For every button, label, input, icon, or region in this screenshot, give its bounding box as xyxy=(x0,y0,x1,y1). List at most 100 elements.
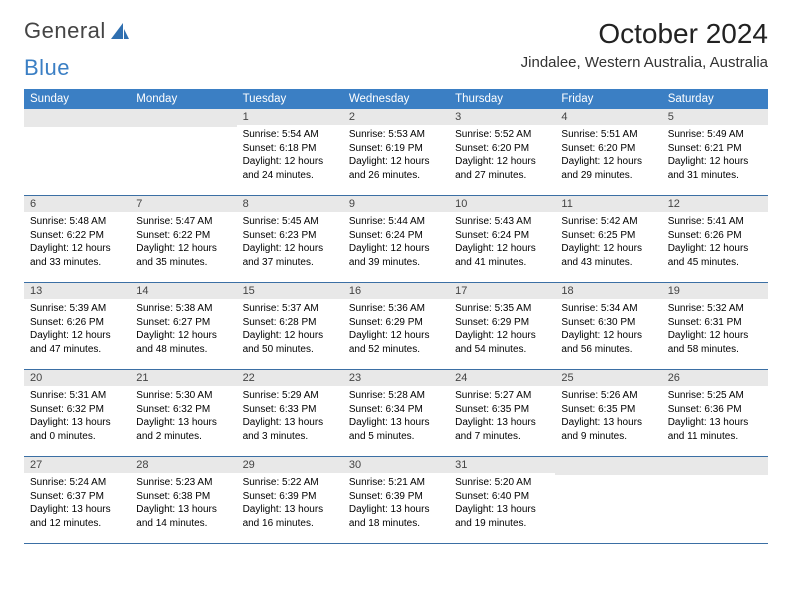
daylight-line-1: Daylight: 13 hours xyxy=(668,416,762,430)
sunrise-line: Sunrise: 5:39 AM xyxy=(30,302,124,316)
sunset-line: Sunset: 6:27 PM xyxy=(136,316,230,330)
daylight-line-2: and 11 minutes. xyxy=(668,430,762,444)
daylight-line-1: Daylight: 12 hours xyxy=(668,155,762,169)
daylight-line-2: and 45 minutes. xyxy=(668,256,762,270)
weekday-header: Tuesday xyxy=(237,89,343,109)
sunset-line: Sunset: 6:24 PM xyxy=(349,229,443,243)
sunrise-line: Sunrise: 5:37 AM xyxy=(243,302,337,316)
sunrise-line: Sunrise: 5:51 AM xyxy=(561,128,655,142)
day-cell: 16Sunrise: 5:36 AMSunset: 6:29 PMDayligh… xyxy=(343,283,449,369)
day-body: Sunrise: 5:24 AMSunset: 6:37 PMDaylight:… xyxy=(24,473,130,536)
daylight-line-1: Daylight: 13 hours xyxy=(136,416,230,430)
month-title: October 2024 xyxy=(521,18,768,50)
day-cell: 14Sunrise: 5:38 AMSunset: 6:27 PMDayligh… xyxy=(130,283,236,369)
day-body: Sunrise: 5:44 AMSunset: 6:24 PMDaylight:… xyxy=(343,212,449,275)
calendar: SundayMondayTuesdayWednesdayThursdayFrid… xyxy=(24,89,768,544)
sunset-line: Sunset: 6:31 PM xyxy=(668,316,762,330)
sunset-line: Sunset: 6:39 PM xyxy=(243,490,337,504)
logo-sail-icon xyxy=(109,21,131,41)
day-cell: 10Sunrise: 5:43 AMSunset: 6:24 PMDayligh… xyxy=(449,196,555,282)
day-number: 25 xyxy=(555,370,661,386)
day-number: 21 xyxy=(130,370,236,386)
daylight-line-2: and 43 minutes. xyxy=(561,256,655,270)
weekday-header: Monday xyxy=(130,89,236,109)
day-body: Sunrise: 5:53 AMSunset: 6:19 PMDaylight:… xyxy=(343,125,449,188)
title-block: October 2024 Jindalee, Western Australia… xyxy=(521,18,768,71)
day-cell: 8Sunrise: 5:45 AMSunset: 6:23 PMDaylight… xyxy=(237,196,343,282)
day-number: 26 xyxy=(662,370,768,386)
daylight-line-1: Daylight: 12 hours xyxy=(668,242,762,256)
day-body: Sunrise: 5:38 AMSunset: 6:27 PMDaylight:… xyxy=(130,299,236,362)
day-number: 7 xyxy=(130,196,236,212)
daylight-line-2: and 39 minutes. xyxy=(349,256,443,270)
day-number: 9 xyxy=(343,196,449,212)
day-number: 17 xyxy=(449,283,555,299)
day-cell: 11Sunrise: 5:42 AMSunset: 6:25 PMDayligh… xyxy=(555,196,661,282)
day-body: Sunrise: 5:43 AMSunset: 6:24 PMDaylight:… xyxy=(449,212,555,275)
daylight-line-2: and 47 minutes. xyxy=(30,343,124,357)
daylight-line-2: and 52 minutes. xyxy=(349,343,443,357)
sunset-line: Sunset: 6:21 PM xyxy=(668,142,762,156)
sunrise-line: Sunrise: 5:26 AM xyxy=(561,389,655,403)
day-cell: 19Sunrise: 5:32 AMSunset: 6:31 PMDayligh… xyxy=(662,283,768,369)
sunset-line: Sunset: 6:35 PM xyxy=(455,403,549,417)
day-body: Sunrise: 5:30 AMSunset: 6:32 PMDaylight:… xyxy=(130,386,236,449)
day-body: Sunrise: 5:51 AMSunset: 6:20 PMDaylight:… xyxy=(555,125,661,188)
day-number: 28 xyxy=(130,457,236,473)
day-cell: 9Sunrise: 5:44 AMSunset: 6:24 PMDaylight… xyxy=(343,196,449,282)
sunrise-line: Sunrise: 5:36 AM xyxy=(349,302,443,316)
sunset-line: Sunset: 6:26 PM xyxy=(668,229,762,243)
sunrise-line: Sunrise: 5:25 AM xyxy=(668,389,762,403)
sunrise-line: Sunrise: 5:49 AM xyxy=(668,128,762,142)
day-number: 20 xyxy=(24,370,130,386)
daylight-line-2: and 33 minutes. xyxy=(30,256,124,270)
day-number: 10 xyxy=(449,196,555,212)
day-body: Sunrise: 5:47 AMSunset: 6:22 PMDaylight:… xyxy=(130,212,236,275)
sunrise-line: Sunrise: 5:53 AM xyxy=(349,128,443,142)
day-body: Sunrise: 5:48 AMSunset: 6:22 PMDaylight:… xyxy=(24,212,130,275)
daylight-line-1: Daylight: 12 hours xyxy=(349,329,443,343)
daylight-line-2: and 56 minutes. xyxy=(561,343,655,357)
weekday-header: Saturday xyxy=(662,89,768,109)
daylight-line-1: Daylight: 13 hours xyxy=(243,416,337,430)
daylight-line-2: and 14 minutes. xyxy=(136,517,230,531)
day-body: Sunrise: 5:32 AMSunset: 6:31 PMDaylight:… xyxy=(662,299,768,362)
day-body: Sunrise: 5:45 AMSunset: 6:23 PMDaylight:… xyxy=(237,212,343,275)
day-number: 19 xyxy=(662,283,768,299)
day-number: 23 xyxy=(343,370,449,386)
sunrise-line: Sunrise: 5:35 AM xyxy=(455,302,549,316)
sunset-line: Sunset: 6:36 PM xyxy=(668,403,762,417)
sunrise-line: Sunrise: 5:21 AM xyxy=(349,476,443,490)
day-cell: 2Sunrise: 5:53 AMSunset: 6:19 PMDaylight… xyxy=(343,109,449,195)
sunset-line: Sunset: 6:20 PM xyxy=(455,142,549,156)
day-cell: 21Sunrise: 5:30 AMSunset: 6:32 PMDayligh… xyxy=(130,370,236,456)
sunrise-line: Sunrise: 5:38 AM xyxy=(136,302,230,316)
weekday-header: Friday xyxy=(555,89,661,109)
daylight-line-1: Daylight: 12 hours xyxy=(136,242,230,256)
day-body: Sunrise: 5:27 AMSunset: 6:35 PMDaylight:… xyxy=(449,386,555,449)
day-body: Sunrise: 5:21 AMSunset: 6:39 PMDaylight:… xyxy=(343,473,449,536)
day-cell: 18Sunrise: 5:34 AMSunset: 6:30 PMDayligh… xyxy=(555,283,661,369)
daylight-line-2: and 2 minutes. xyxy=(136,430,230,444)
daylight-line-1: Daylight: 13 hours xyxy=(30,503,124,517)
day-number: 4 xyxy=(555,109,661,125)
day-body: Sunrise: 5:35 AMSunset: 6:29 PMDaylight:… xyxy=(449,299,555,362)
sunset-line: Sunset: 6:33 PM xyxy=(243,403,337,417)
day-cell: 30Sunrise: 5:21 AMSunset: 6:39 PMDayligh… xyxy=(343,457,449,543)
weeks-container: 1Sunrise: 5:54 AMSunset: 6:18 PMDaylight… xyxy=(24,109,768,544)
daylight-line-1: Daylight: 12 hours xyxy=(243,329,337,343)
day-cell: 4Sunrise: 5:51 AMSunset: 6:20 PMDaylight… xyxy=(555,109,661,195)
sunset-line: Sunset: 6:32 PM xyxy=(30,403,124,417)
day-cell: 27Sunrise: 5:24 AMSunset: 6:37 PMDayligh… xyxy=(24,457,130,543)
daylight-line-2: and 58 minutes. xyxy=(668,343,762,357)
sunset-line: Sunset: 6:19 PM xyxy=(349,142,443,156)
logo-text-1: General xyxy=(24,18,106,44)
day-body: Sunrise: 5:39 AMSunset: 6:26 PMDaylight:… xyxy=(24,299,130,362)
day-body: Sunrise: 5:37 AMSunset: 6:28 PMDaylight:… xyxy=(237,299,343,362)
day-body: Sunrise: 5:23 AMSunset: 6:38 PMDaylight:… xyxy=(130,473,236,536)
daylight-line-2: and 18 minutes. xyxy=(349,517,443,531)
day-number: 8 xyxy=(237,196,343,212)
daylight-line-2: and 41 minutes. xyxy=(455,256,549,270)
daylight-line-2: and 31 minutes. xyxy=(668,169,762,183)
daylight-line-1: Daylight: 13 hours xyxy=(455,503,549,517)
